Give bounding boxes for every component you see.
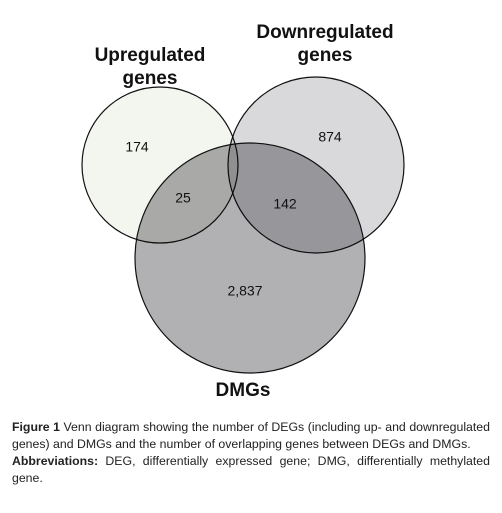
dmgs-circle (134, 142, 366, 374)
set-label: genes (123, 68, 178, 89)
abbreviations: Abbreviations: DEG, differentially expre… (12, 453, 490, 487)
region-count: 174 (125, 139, 149, 155)
venn-diagram: Upregulated genes Downregulated genes DM… (81, 22, 405, 401)
region-count: 874 (318, 129, 342, 145)
region-count: 2,837 (227, 283, 262, 299)
caption: Figure 1 Venn diagram showing the number… (12, 419, 490, 487)
set-label: Downregulated (256, 22, 393, 43)
figure-caption: Figure 1 Venn diagram showing the number… (12, 419, 490, 453)
figure-label: Figure 1 (12, 420, 60, 434)
abbreviations-text: DEG, differentially expressed gene; DMG,… (12, 454, 490, 485)
region-count: 25 (175, 190, 191, 206)
caption-text: Venn diagram showing the number of DEGs … (12, 420, 490, 451)
set-label: Upregulated (95, 45, 206, 66)
region-count: 142 (273, 196, 297, 212)
abbreviations-label: Abbreviations: (12, 454, 99, 468)
set-label: DMGs (216, 380, 271, 401)
set-label: genes (298, 45, 353, 66)
